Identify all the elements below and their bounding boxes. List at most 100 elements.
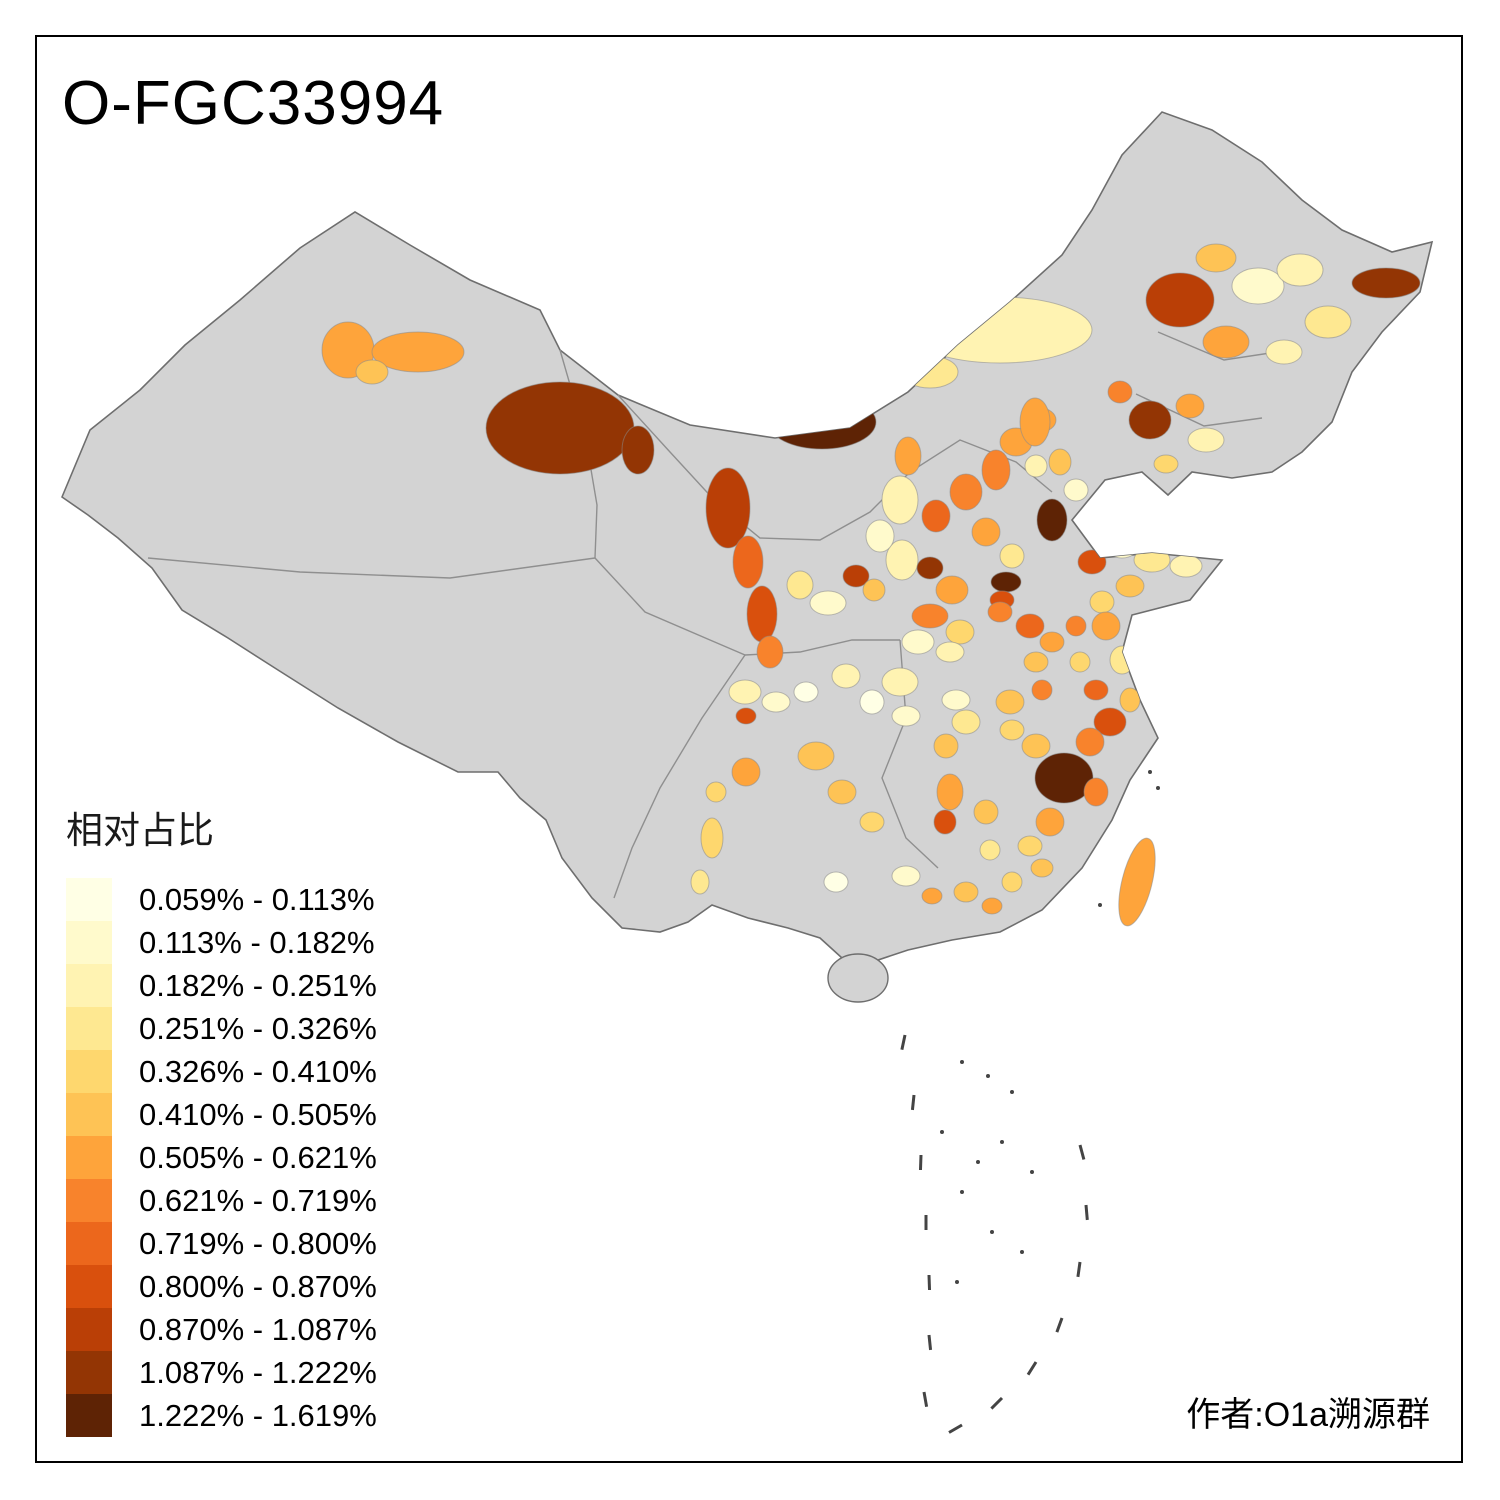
map-region <box>891 865 921 887</box>
map-region <box>935 575 969 605</box>
map-region <box>767 394 877 450</box>
map-region <box>1063 478 1089 502</box>
map-region <box>1169 554 1203 578</box>
legend-swatch <box>66 964 112 1007</box>
map-region <box>1093 707 1127 737</box>
map-region <box>1001 871 1023 893</box>
legend-item: 0.505% - 0.621% <box>66 1136 377 1179</box>
sea-dash-mark <box>1078 1144 1086 1160</box>
sea-dash-mark <box>1026 1361 1038 1376</box>
map-region <box>1133 547 1171 573</box>
legend-item: 0.621% - 0.719% <box>66 1179 377 1222</box>
map-region <box>1030 858 1054 878</box>
attribution-text: 作者:O1a溯源群 <box>1186 1396 1430 1434</box>
map-region <box>1351 267 1421 299</box>
legend-title: 相对占比 <box>66 810 214 851</box>
map-region <box>1031 679 1053 701</box>
map-region <box>995 689 1025 715</box>
legend-swatch <box>66 1308 112 1351</box>
map-region <box>1075 727 1105 757</box>
sea-dash-mark <box>927 1334 933 1351</box>
map-region <box>865 519 895 553</box>
map-region <box>901 355 959 389</box>
map-region <box>1109 645 1135 675</box>
map-region <box>971 517 1001 547</box>
small-island-dot <box>960 1060 964 1064</box>
map-region <box>831 663 861 689</box>
map-region <box>949 473 983 511</box>
map-region <box>1023 651 1049 673</box>
small-island-dot <box>986 1074 990 1078</box>
legend-label: 1.087% - 1.222% <box>139 1354 377 1390</box>
legend-item: 1.222% - 1.619% <box>66 1394 377 1437</box>
legend-swatch <box>66 1265 112 1308</box>
small-island-dot <box>1156 786 1160 790</box>
map-region <box>936 773 964 811</box>
map-region <box>987 601 1013 623</box>
map-region <box>1276 253 1324 287</box>
map-region <box>731 757 761 787</box>
map-region <box>885 539 919 581</box>
legend-label: 0.621% - 0.719% <box>139 1182 377 1218</box>
map-region <box>1128 400 1172 440</box>
map-region <box>371 331 465 373</box>
sea-dash-mark <box>900 1034 907 1050</box>
map-region <box>1021 733 1051 759</box>
legend-label: 0.182% - 0.251% <box>139 967 377 1003</box>
map-region <box>921 499 951 533</box>
legend-label: 0.410% - 0.505% <box>139 1096 377 1132</box>
hainan-island <box>827 953 889 1003</box>
small-island-dot <box>1000 1140 1004 1144</box>
map-region <box>1035 807 1065 837</box>
map-region <box>1265 339 1303 365</box>
map-region <box>1083 777 1109 807</box>
map-region <box>979 839 1001 861</box>
islands-and-sea-marks <box>900 770 1160 1434</box>
sea-dash-mark <box>910 1094 916 1111</box>
map-region <box>1077 549 1107 575</box>
legend-label: 0.113% - 0.182% <box>139 924 375 960</box>
map-region <box>859 689 885 715</box>
map-region <box>761 691 791 713</box>
small-island-dot <box>976 1160 980 1164</box>
legend-swatch <box>66 1222 112 1265</box>
map-region <box>1118 837 1156 927</box>
map-region <box>981 449 1011 491</box>
legend-item: 0.182% - 0.251% <box>66 964 377 1007</box>
legend-item: 0.251% - 0.326% <box>66 1007 377 1050</box>
map-region <box>1039 631 1065 653</box>
map-region <box>894 436 922 476</box>
map-region <box>705 467 751 549</box>
map-region <box>859 811 885 833</box>
legend-item: 0.870% - 1.087% <box>66 1308 377 1351</box>
map-region <box>891 705 921 727</box>
legend-label: 0.251% - 0.326% <box>139 1010 377 1046</box>
map-region <box>1065 615 1087 637</box>
map-region <box>1175 393 1205 419</box>
map-region <box>935 641 965 663</box>
map-region <box>951 709 981 735</box>
map-region <box>862 578 886 602</box>
map-region <box>1036 498 1068 542</box>
map-region <box>1145 272 1215 328</box>
sea-dash-mark <box>1055 1317 1064 1333</box>
map-region <box>809 590 847 616</box>
map-region <box>756 635 784 669</box>
legend-label: 0.800% - 0.870% <box>139 1268 377 1304</box>
map-region <box>973 799 999 825</box>
map-region <box>1187 427 1225 453</box>
small-island-dot <box>1098 903 1102 907</box>
map-region <box>941 689 971 711</box>
map-region <box>700 817 724 859</box>
map-region <box>953 881 979 903</box>
legend-item: 0.326% - 0.410% <box>66 1050 377 1093</box>
map-region <box>1195 243 1237 273</box>
map-region <box>881 667 919 697</box>
map-region <box>999 543 1025 569</box>
legend-swatch <box>66 921 112 964</box>
map-region <box>732 535 764 589</box>
map-region <box>786 570 814 600</box>
map-region <box>728 679 762 705</box>
